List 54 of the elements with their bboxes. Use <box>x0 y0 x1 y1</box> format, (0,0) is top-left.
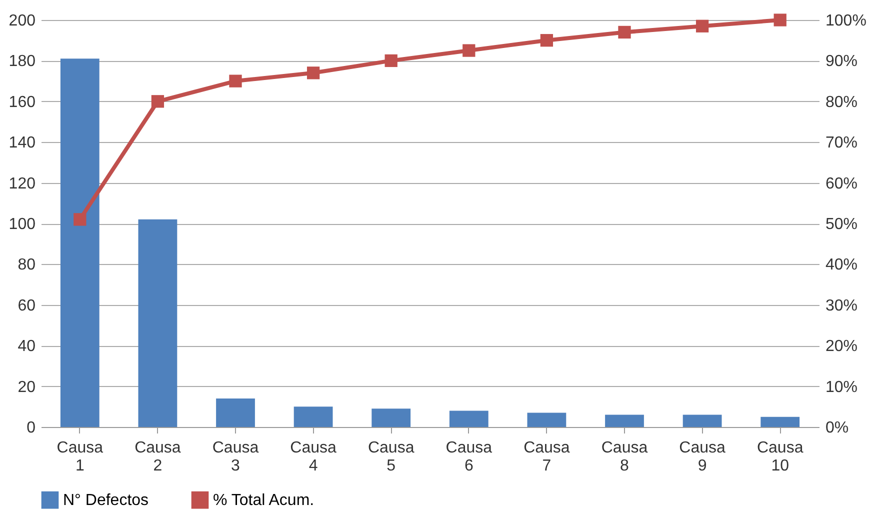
bar <box>216 398 255 427</box>
bar <box>60 58 100 427</box>
y-tick-label: 60 <box>18 297 36 314</box>
y2-tick-label: 90% <box>826 53 858 70</box>
y2-tick-label: 10% <box>826 378 858 396</box>
y2-tick-label: 30% <box>826 297 858 314</box>
y2-tick-label: 50% <box>826 216 858 233</box>
x-tick-label: Causa 6 <box>446 440 492 474</box>
bar <box>682 414 722 427</box>
point <box>74 213 86 226</box>
bar <box>449 410 488 427</box>
x-tick-label: Causa 8 <box>601 440 648 474</box>
x-tick-label: Causa 7 <box>524 440 570 474</box>
y-tick-label: 0 <box>26 420 36 436</box>
bar <box>760 416 800 427</box>
bar <box>138 219 178 427</box>
x-tick-label: Causa 4 <box>290 440 337 474</box>
point <box>462 44 476 57</box>
y2-tick-label: 80% <box>826 94 858 111</box>
bar <box>605 414 644 427</box>
point <box>229 74 242 88</box>
y-tick-label: 20 <box>18 378 36 396</box>
x-tick-label: Causa 2 <box>134 440 181 474</box>
y-tick-label: 180 <box>8 53 36 70</box>
y-tick-label: 160 <box>8 94 36 111</box>
legend-label: % Total Acum. <box>213 492 314 510</box>
point <box>774 14 786 26</box>
point <box>618 26 631 39</box>
bar <box>294 406 333 427</box>
point <box>540 34 554 47</box>
x-tick-label: Causa 10 <box>756 440 804 474</box>
y-tick-label: 120 <box>8 175 36 192</box>
x-tick-label: Causa 1 <box>56 440 104 474</box>
bar <box>527 412 566 427</box>
y2-tick-label: 100% <box>826 12 866 30</box>
point <box>696 20 709 32</box>
y-tick-label: 40 <box>18 338 36 356</box>
y2-tick-label: 70% <box>826 134 858 152</box>
x-tick-label: Causa 3 <box>212 440 259 474</box>
y-tick-label: 140 <box>8 134 36 152</box>
bar <box>372 408 411 427</box>
x-tick-label: Causa 9 <box>679 440 726 474</box>
point <box>384 54 398 68</box>
y2-tick-label: 0% <box>826 420 849 436</box>
y-tick-label: 200 <box>8 12 36 30</box>
y2-tick-label: 20% <box>826 338 858 356</box>
x-tick-label: Causa 5 <box>368 440 414 474</box>
legend-label: N° Defectos <box>63 492 149 510</box>
y-tick-label: 100 <box>8 216 36 233</box>
point <box>306 66 320 80</box>
y2-tick-label: 40% <box>826 256 858 274</box>
point <box>151 95 164 108</box>
y-tick-label: 80 <box>18 256 36 274</box>
y2-tick-label: 60% <box>826 175 858 192</box>
